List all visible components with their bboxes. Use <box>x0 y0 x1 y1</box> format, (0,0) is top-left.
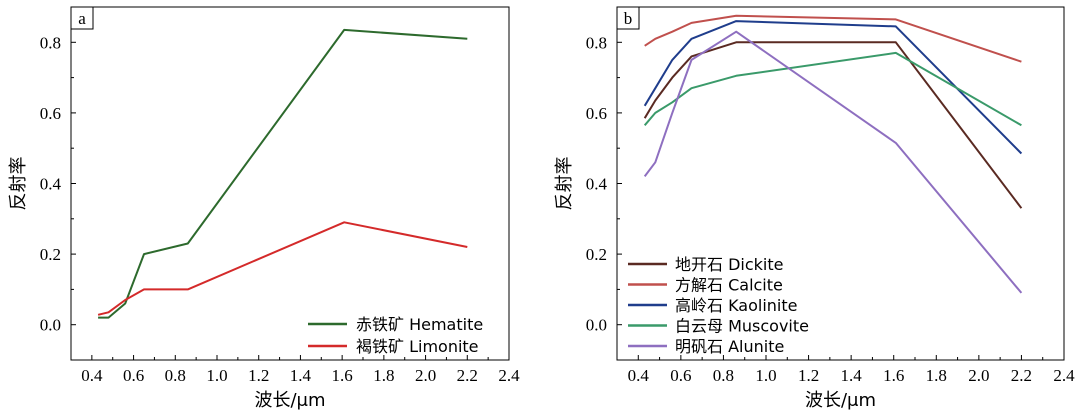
series-line-2 <box>97 221 468 316</box>
panel-label: a <box>78 9 86 28</box>
x-tick-label: 1.2 <box>248 366 269 385</box>
panel-label-box <box>616 6 640 30</box>
y-tick-label: 0.8 <box>40 33 61 52</box>
legend-label: 赤铁矿 Hematite <box>356 315 483 334</box>
legend-label: 高岭石 Kaolinite <box>675 296 798 315</box>
x-tick-label: 1.8 <box>373 366 394 385</box>
y-tick-label: 0.6 <box>586 104 607 123</box>
y-axis-title: 反射率 <box>8 157 29 211</box>
x-axis-title: 波长/μm <box>805 390 876 411</box>
y-axis-title: 反射率 <box>554 157 575 211</box>
series-line-1 <box>98 28 468 319</box>
x-tick-label: 1.2 <box>798 366 819 385</box>
x-tick-label: 0.6 <box>123 366 144 385</box>
chart-panel-a: 0.4 0.6 0.8 1.0 1.2 1.4 1.6 1.8 2.0 2.2 2.4 0.0 0.2 0… <box>8 6 520 411</box>
x-axis-title: 波长/μm <box>254 390 325 411</box>
x-tick-label: 2.2 <box>457 366 478 385</box>
x-tick-label: 2.0 <box>968 366 989 385</box>
series-line-4 <box>643 51 1022 127</box>
y-tick-label: 0.4 <box>40 175 62 194</box>
x-tick-label: 2.0 <box>415 366 436 385</box>
y-tick-label: 0.0 <box>40 316 61 335</box>
x-tick-label: 2.4 <box>498 366 520 385</box>
y-tick-label: 0.2 <box>40 245 61 264</box>
x-tick-label: 0.4 <box>628 366 650 385</box>
y-tick-label: 0.0 <box>586 316 607 335</box>
x-tick-label: 1.6 <box>332 366 353 385</box>
series-line-1 <box>643 41 1023 209</box>
panel-label-box <box>70 6 94 30</box>
series-line-3 <box>643 20 1023 155</box>
x-tick-label: 1.4 <box>841 366 863 385</box>
legend-label: 明矾石 Alunite <box>675 337 784 356</box>
x-tick-label: 0.6 <box>670 366 691 385</box>
y-tick-label: 0.8 <box>586 33 607 52</box>
x-tick-label: 1.6 <box>883 366 904 385</box>
y-tick-label: 0.6 <box>40 104 61 123</box>
x-tick-label: 1.0 <box>206 366 227 385</box>
legend-label: 地开石 Dickite <box>675 255 783 274</box>
legend-label: 白云母 Muscovite <box>675 317 809 336</box>
series-line-2 <box>644 14 1022 63</box>
x-tick-label: 2.4 <box>1053 366 1075 385</box>
series-line-5 <box>643 30 1023 294</box>
x-tick-label: 0.4 <box>81 366 103 385</box>
legend-label: 褐铁矿 Limonite <box>356 337 479 356</box>
legend-label: 方解石 Calcite <box>675 276 783 295</box>
panel-label: b <box>624 9 633 28</box>
plot-frame <box>70 6 510 361</box>
x-tick-label: 1.0 <box>755 366 776 385</box>
chart-panel-b: 0.4 0.6 0.8 1.0 1.2 1.4 1.6 1.8 2.0 2.2 2.4 0.0 0.2 0… <box>554 6 1075 411</box>
x-tick-label: 2.2 <box>1011 366 1032 385</box>
y-tick-label: 0.4 <box>586 175 608 194</box>
x-tick-label: 0.8 <box>165 366 186 385</box>
x-tick-label: 0.8 <box>713 366 734 385</box>
y-tick-label: 0.2 <box>586 245 607 264</box>
x-tick-label: 1.4 <box>290 366 312 385</box>
x-tick-label: 1.8 <box>926 366 947 385</box>
